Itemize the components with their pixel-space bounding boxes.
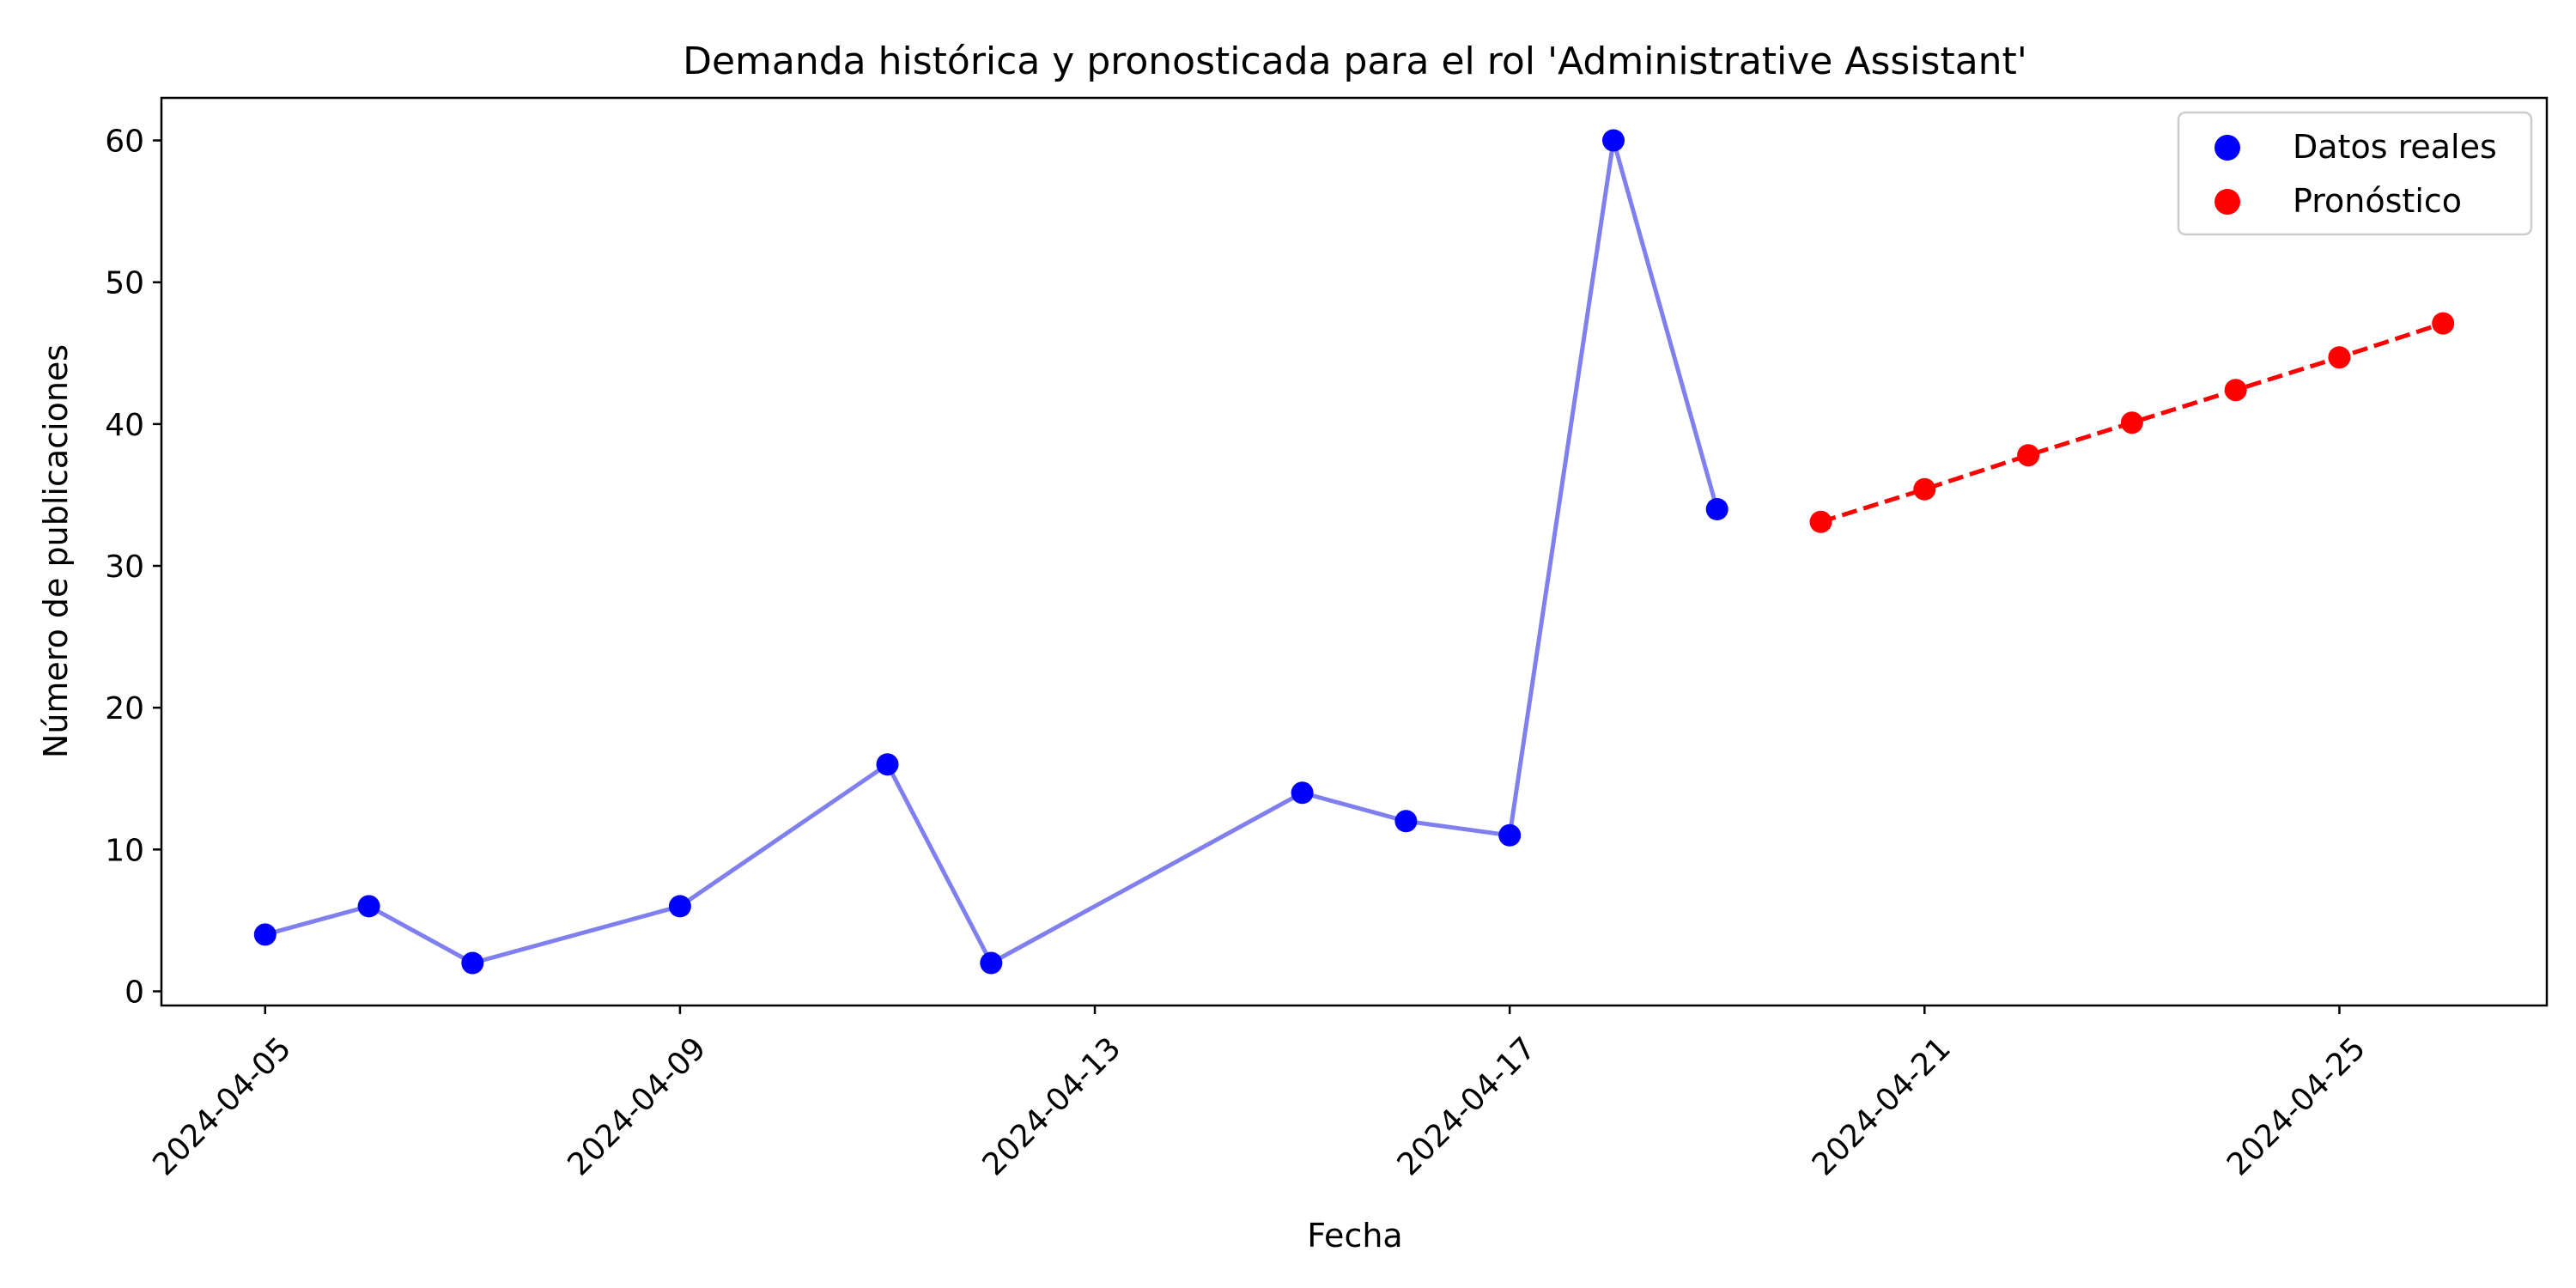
y-tick-label: 20: [105, 691, 144, 726]
data-point-0-9: [1602, 129, 1625, 152]
plot-frame: [160, 96, 2549, 1007]
x-tick-label: 2024-04-13: [976, 1030, 1128, 1182]
x-axis-label: Fecha: [1307, 1217, 1402, 1255]
legend-label-pronostico: Pronóstico: [2293, 182, 2462, 220]
legend-marker-pronostico: [2215, 189, 2240, 215]
y-axis: 0 10 20 30 40 50 60: [105, 125, 161, 1010]
legend-box: [2177, 111, 2533, 236]
plot-area: [253, 129, 2455, 975]
data-point-0-7: [1394, 810, 1418, 833]
x-tick-label: 2024-04-21: [1806, 1030, 1958, 1182]
data-point-0-3: [668, 895, 691, 918]
data-point-1-6: [2432, 312, 2455, 335]
data-point-1-3: [2120, 411, 2143, 434]
y-tick-label: 10: [105, 833, 144, 868]
y-tick-label: 60: [105, 125, 144, 160]
x-tick-label: 2024-04-17: [1391, 1030, 1543, 1182]
data-point-0-2: [461, 951, 484, 975]
data-point-1-0: [1809, 510, 1832, 533]
data-point-0-6: [1291, 781, 1314, 805]
y-axis-label: Número de publicaciones: [37, 344, 75, 758]
y-tick-label: 0: [125, 975, 144, 1010]
legend-marker-datos-reales: [2215, 135, 2240, 161]
y-tick-label: 50: [105, 266, 144, 301]
data-point-0-1: [357, 895, 380, 918]
series-line-0: [264, 138, 1720, 965]
legend: Datos reales Pronóstico: [2177, 111, 2533, 236]
data-point-0-8: [1498, 823, 1522, 847]
data-point-0-4: [876, 753, 899, 776]
y-tick-label: 30: [105, 550, 144, 585]
data-point-0-5: [980, 951, 1003, 975]
data-point-0-10: [1705, 498, 1728, 520]
x-tick-label: 2024-04-09: [561, 1030, 713, 1182]
chart-title: Demanda histórica y pronosticada para el…: [683, 39, 2027, 83]
data-point-0-0: [253, 923, 276, 946]
data-point-1-5: [2328, 346, 2351, 369]
x-axis: 2024-04-05 2024-04-09 2024-04-13 2024-04-17…: [146, 1005, 2372, 1182]
x-tick-label: 2024-04-25: [2221, 1030, 2372, 1182]
y-tick-label: 40: [105, 408, 144, 443]
data-point-1-2: [2017, 444, 2040, 467]
x-tick-label: 2024-04-05: [146, 1030, 298, 1182]
legend-label-datos-reales: Datos reales: [2293, 128, 2497, 166]
data-point-1-4: [2224, 379, 2247, 402]
data-point-1-1: [1913, 477, 1936, 501]
